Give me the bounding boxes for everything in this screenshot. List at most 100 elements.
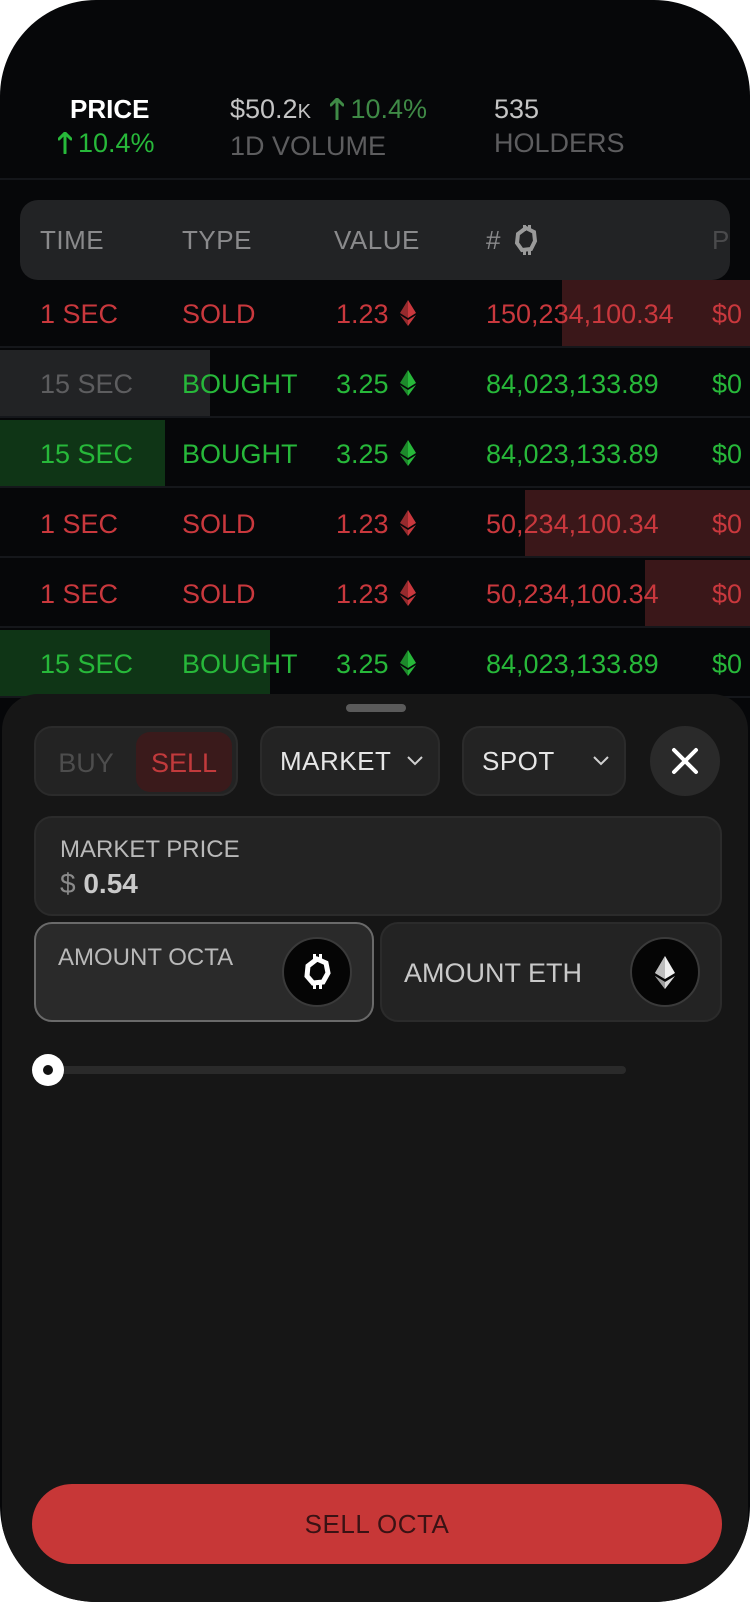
octa-coin-icon xyxy=(304,954,331,989)
trade-price-text: $0 xyxy=(712,579,743,609)
trade-type: SOLD xyxy=(182,560,256,626)
trade-time-text: 1 SEC xyxy=(40,299,119,329)
market-kind-select[interactable]: SPOT xyxy=(462,726,626,796)
trade-row[interactable]: 1 SEC SOLD 1.23 50,234,100.34 $0 xyxy=(0,490,750,558)
trade-type: BOUGHT xyxy=(182,350,298,416)
trade-row[interactable]: 1 SEC SOLD 1.23 150,234,100.34 $0 xyxy=(0,280,750,348)
trade-value-text: 1.23 xyxy=(336,509,389,539)
volume-label: 1D VOLUME xyxy=(230,131,387,161)
trade-time: 1 SEC xyxy=(40,560,119,626)
eth-coin-badge xyxy=(630,937,700,1007)
amount-slider-track[interactable] xyxy=(48,1066,626,1074)
trade-time-text: 15 SEC xyxy=(40,369,134,399)
trade-value-text: 1.23 xyxy=(336,579,389,609)
trade-amount: 84,023,133.89 xyxy=(486,420,659,486)
trade-price-text: $0 xyxy=(712,299,743,329)
col-value: VALUE xyxy=(334,225,420,255)
trade-amount: 150,234,100.34 xyxy=(486,280,674,346)
col-type: TYPE xyxy=(182,225,252,255)
trade-time: 15 SEC xyxy=(40,420,134,486)
volume-value: $50.2K 10.4% xyxy=(230,92,427,129)
holders-stat: 535 HOLDERS xyxy=(494,92,625,160)
price-change-value: 10.4% xyxy=(78,128,155,158)
trade-time: 1 SEC xyxy=(40,490,118,556)
trade-type: BOUGHT xyxy=(182,420,298,486)
amount-eth-field[interactable]: AMOUNT ETH xyxy=(380,922,722,1022)
market-kind-value: SPOT xyxy=(482,746,555,776)
price-label: PRICE xyxy=(70,94,150,124)
col-price: P xyxy=(712,225,730,255)
close-button[interactable] xyxy=(650,726,720,796)
trade-time: 1 SEC xyxy=(40,280,119,346)
col-hash: # xyxy=(486,225,501,255)
volume-stat: $50.2K 10.4% 1D VOLUME xyxy=(230,92,427,163)
holders-label: HOLDERS xyxy=(494,128,625,158)
trade-type-text: BOUGHT xyxy=(182,439,298,469)
trade-amount: 84,023,133.89 xyxy=(486,350,659,416)
trade-price: $0 xyxy=(712,560,743,626)
trade-price-text: $0 xyxy=(712,369,743,399)
trade-amount: 50,234,100.34 xyxy=(486,560,659,626)
volume-amount: $50.2 xyxy=(230,94,298,124)
eth-icon xyxy=(399,510,416,536)
order-type-select[interactable]: MARKET xyxy=(260,726,440,796)
amount-slider-handle[interactable] xyxy=(32,1054,64,1086)
trade-value: 1.23 xyxy=(336,490,417,556)
price-change: 10.4% xyxy=(58,126,155,160)
trade-type: SOLD xyxy=(182,490,256,556)
eth-icon xyxy=(399,650,416,676)
trade-value: 3.25 xyxy=(336,630,417,696)
currency-symbol: $ xyxy=(60,868,76,899)
amount-octa-field[interactable]: AMOUNT OCTA xyxy=(34,922,374,1022)
trade-amount-text: 84,023,133.89 xyxy=(486,369,659,399)
sell-tab[interactable]: SELL xyxy=(136,732,232,792)
octa-coin-icon xyxy=(514,225,537,255)
trade-value-text: 1.23 xyxy=(336,299,389,329)
trade-amount-text: 84,023,133.89 xyxy=(486,649,659,679)
trade-type: BOUGHT xyxy=(182,630,298,696)
trade-time-text: 15 SEC xyxy=(40,439,134,469)
trade-price: $0 xyxy=(712,630,743,696)
trade-type-text: SOLD xyxy=(182,509,256,539)
octa-coin-badge xyxy=(282,937,352,1007)
sheet-handle[interactable] xyxy=(346,704,406,712)
trade-time-text: 1 SEC xyxy=(40,579,119,609)
price-stat: PRICE 10.4% xyxy=(58,92,155,160)
volume-bar xyxy=(0,350,210,416)
trade-amount: 84,023,133.89 xyxy=(486,630,659,696)
trade-value: 3.25 xyxy=(336,420,417,486)
eth-icon xyxy=(399,580,416,606)
market-price-box: MARKET PRICE $ 0.54 xyxy=(34,816,722,916)
trade-time: 15 SEC xyxy=(40,630,134,696)
eth-icon xyxy=(399,440,416,466)
trade-type: SOLD xyxy=(182,280,256,346)
trade-value: 3.25 xyxy=(336,350,417,416)
market-price-display: $ 0.54 xyxy=(60,868,138,900)
trade-row[interactable]: 15 SEC BOUGHT 3.25 84,023,133.89 $0 xyxy=(0,350,750,418)
trade-time-text: 15 SEC xyxy=(40,649,134,679)
buy-tab[interactable]: BUY xyxy=(40,732,132,792)
volume-bar xyxy=(645,560,750,626)
sell-octa-button[interactable]: SELL OCTA xyxy=(32,1484,722,1564)
trade-price-text: $0 xyxy=(712,439,743,469)
order-type-value: MARKET xyxy=(280,746,392,776)
eth-icon xyxy=(655,956,675,989)
volume-bar xyxy=(0,420,165,486)
trade-price: $0 xyxy=(712,490,742,556)
trade-value-text: 3.25 xyxy=(336,439,389,469)
col-time: TIME xyxy=(40,225,105,255)
trade-row[interactable]: 15 SEC BOUGHT 3.25 84,023,133.89 $0 xyxy=(0,630,750,698)
trade-value-text: 3.25 xyxy=(336,369,389,399)
volume-change-value: 10.4% xyxy=(350,94,427,124)
trade-amount-text: 50,234,100.34 xyxy=(486,579,659,609)
eth-icon xyxy=(399,370,416,396)
trade-price: $0 xyxy=(712,350,743,416)
trade-row[interactable]: 1 SEC SOLD 1.23 50,234,100.34 $0 xyxy=(0,560,750,628)
trade-type-text: BOUGHT xyxy=(182,369,298,399)
trade-amount-text: 84,023,133.89 xyxy=(486,439,659,469)
header-divider xyxy=(0,178,750,180)
trade-row[interactable]: 15 SEC BOUGHT 3.25 84,023,133.89 $0 xyxy=(0,420,750,488)
trade-price-text: $0 xyxy=(712,649,743,679)
volume-suffix: K xyxy=(297,101,311,123)
amount-eth-label: AMOUNT ETH xyxy=(404,958,583,988)
